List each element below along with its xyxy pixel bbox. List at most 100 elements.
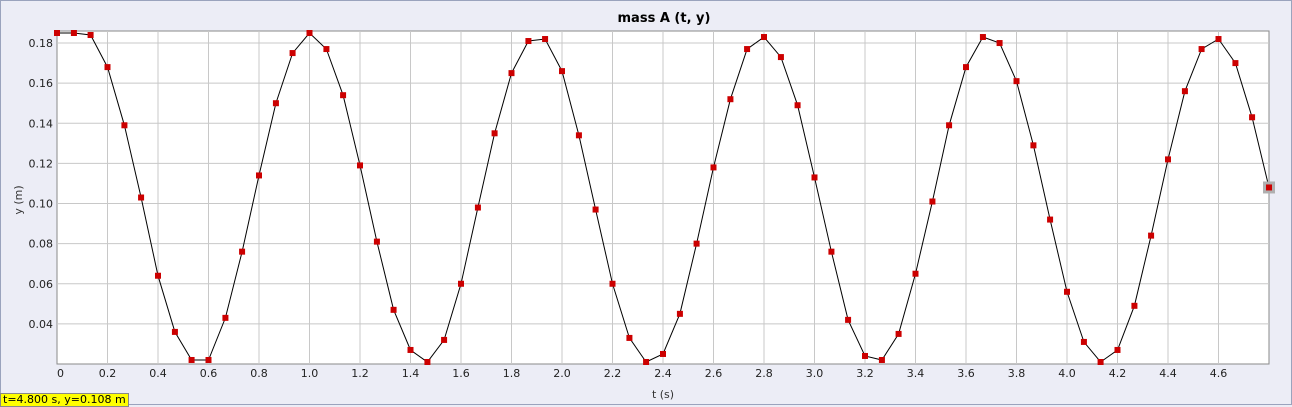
data-point (963, 64, 969, 71)
data-point (676, 310, 683, 317)
x-tick-label: 1.4 (402, 367, 420, 380)
x-tick-label: 0.6 (200, 367, 218, 380)
data-point (559, 68, 565, 75)
x-tick-label: 0.4 (149, 367, 167, 380)
data-point (407, 346, 414, 353)
y-tick-label: 0.04 (29, 318, 54, 331)
data-point (1030, 142, 1037, 149)
data-point (70, 30, 77, 37)
data-point (1198, 46, 1205, 53)
data-point (794, 102, 801, 109)
series-markers (54, 30, 1275, 365)
data-point (643, 358, 650, 365)
data-point (828, 248, 835, 255)
data-point (1249, 114, 1256, 121)
y-tick-label: 0.18 (29, 37, 54, 50)
x-tick-label: 1.8 (503, 367, 521, 380)
data-point (727, 96, 734, 103)
grid-lines (57, 31, 1269, 364)
data-point (862, 352, 868, 359)
x-tick-label: 3.0 (806, 367, 824, 380)
data-point (626, 334, 633, 341)
data-point (693, 240, 700, 247)
data-point (121, 122, 128, 129)
data-point (1148, 232, 1155, 239)
x-axis-label: t (s) (652, 388, 674, 401)
data-point (1114, 346, 1121, 353)
data-point (239, 248, 246, 255)
x-tick-label: 2.4 (654, 367, 672, 380)
data-point (155, 272, 161, 279)
data-point (1266, 184, 1272, 191)
data-point (491, 130, 498, 137)
data-point (710, 164, 717, 171)
x-tick-label: 0.8 (250, 367, 268, 380)
x-tick-label: 3.4 (907, 367, 925, 380)
x-tick-label: 2.0 (553, 367, 571, 380)
data-point (104, 64, 111, 71)
data-point (744, 46, 751, 53)
data-point (912, 270, 919, 277)
data-point (1047, 216, 1054, 223)
data-point (390, 306, 397, 313)
data-point (171, 328, 178, 335)
data-point (1080, 338, 1087, 345)
data-point (441, 336, 448, 343)
data-point (1181, 88, 1188, 95)
x-tick-label: 4.4 (1159, 367, 1177, 380)
x-tick-label: 3.2 (856, 367, 874, 380)
data-point (323, 46, 330, 53)
x-tick-label: 4.2 (1109, 367, 1127, 380)
x-tick-label: 2.2 (604, 367, 622, 380)
x-tick-label: 2.6 (705, 367, 723, 380)
data-point (777, 54, 784, 61)
data-point (845, 316, 852, 323)
x-tick-label: 4.6 (1210, 367, 1228, 380)
data-point (946, 122, 953, 129)
x-tick-label: 1.6 (452, 367, 470, 380)
y-tick-label: 0.14 (29, 117, 54, 130)
x-tick-label: 1.0 (301, 367, 319, 380)
data-point (1013, 78, 1020, 85)
data-point (1097, 358, 1104, 365)
x-tick-label: 0 (57, 367, 64, 380)
data-point (222, 314, 229, 321)
data-point (592, 206, 599, 213)
data-point (1232, 60, 1239, 67)
y-tick-label: 0.06 (29, 278, 54, 291)
data-point (272, 100, 279, 107)
data-point (188, 356, 195, 363)
y-axis-label: y (m) (12, 185, 25, 214)
data-point (54, 30, 60, 37)
data-point (474, 204, 481, 211)
data-point (996, 40, 1003, 47)
data-point (458, 280, 464, 287)
data-point (508, 70, 515, 77)
y-tick-label: 0.10 (29, 198, 54, 211)
data-point (138, 194, 145, 201)
data-point (761, 34, 767, 41)
y-tick-label: 0.12 (29, 157, 54, 170)
x-tick-label: 2.8 (755, 367, 773, 380)
data-point (1165, 156, 1171, 163)
data-point (929, 198, 936, 205)
data-point (979, 34, 986, 41)
data-point (340, 92, 347, 99)
data-point (660, 350, 666, 357)
y-tick-label: 0.08 (29, 238, 54, 251)
chart-title: mass A (t, y) (618, 11, 711, 26)
data-point (1215, 36, 1222, 43)
y-tick-label: 0.16 (29, 77, 54, 90)
data-point (575, 132, 582, 139)
data-point (542, 36, 549, 43)
data-point (289, 50, 296, 57)
x-tick-label: 3.6 (957, 367, 975, 380)
data-point (87, 32, 94, 39)
x-tick-label: 3.8 (1008, 367, 1026, 380)
data-point (609, 280, 616, 287)
data-point (811, 174, 818, 181)
data-point (357, 162, 363, 169)
data-point (424, 358, 431, 365)
data-point (1064, 288, 1070, 295)
data-point (306, 30, 313, 37)
